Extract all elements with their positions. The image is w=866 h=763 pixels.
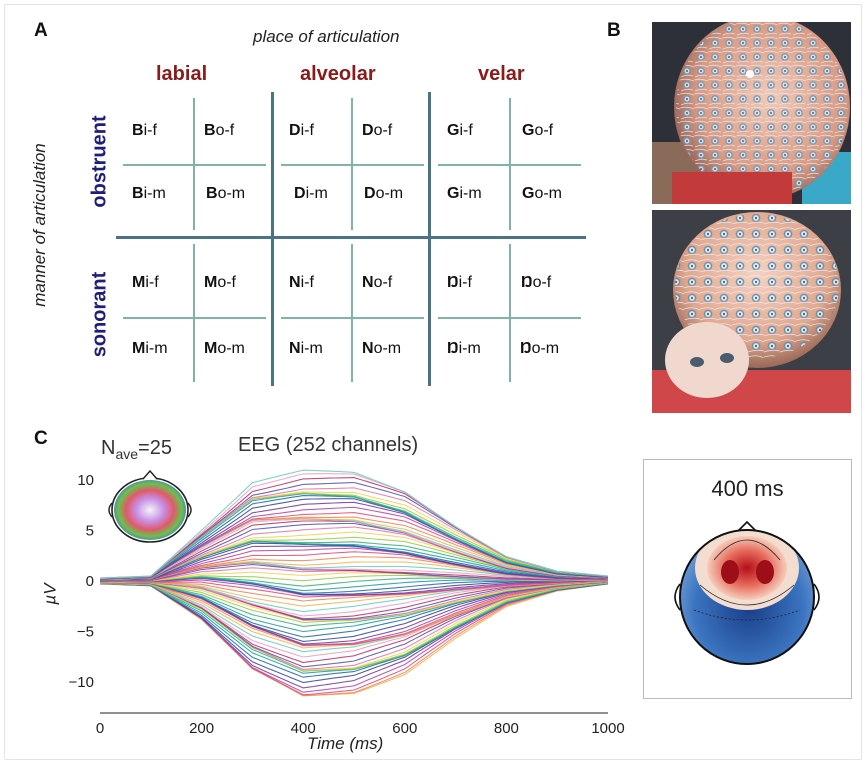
y-tick-label: 10 <box>77 472 94 489</box>
grid-line <box>438 317 581 319</box>
cell-mo-m: Mo-m <box>204 340 245 357</box>
cell-ngi-m: Ŋi-m <box>447 340 481 357</box>
cell-go-m: Go-m <box>522 185 563 202</box>
grid-line <box>438 164 581 166</box>
x-tick-label: 800 <box>494 720 519 737</box>
cell-do-m: Do-m <box>364 185 404 202</box>
cell-bi-f: Bi-f <box>132 122 157 139</box>
cell-ngo-m: Ŋo-m <box>520 340 560 357</box>
eeg-cap-photo-front <box>652 210 851 413</box>
cell-bo-f: Bo-f <box>204 122 235 139</box>
eeg-channel-line <box>99 582 609 674</box>
place-divider <box>271 92 274 386</box>
figure-frame <box>4 4 862 760</box>
eeg-butterfly-plot: 0 200 400 600 800 1000 10 5 0 −5 −10 <box>69 469 625 737</box>
eeg-channel-line <box>99 583 609 697</box>
y-tick-label: 0 <box>86 573 94 590</box>
grid-line <box>281 164 424 166</box>
y-tick-label: 5 <box>86 523 94 540</box>
eeg-channel-line <box>99 582 609 672</box>
manner-divider <box>116 236 586 239</box>
eeg-channel-line <box>99 469 609 579</box>
eeg-channel-line <box>100 541 609 581</box>
panel-label-c: C <box>34 428 48 449</box>
cell-do-f: Do-f <box>362 122 393 139</box>
grid-line <box>193 244 195 382</box>
cell-mi-f: Mi-f <box>132 274 159 291</box>
cell-no-f: No-f <box>362 274 393 291</box>
cell-no-m: No-m <box>362 340 402 357</box>
x-tick-label: 600 <box>392 720 417 737</box>
cell-go-f: Go-f <box>522 122 554 139</box>
axes-layer: 0 200 400 600 800 1000 10 5 0 −5 −10 <box>69 472 625 737</box>
chart-title: EEG (252 channels) <box>238 434 419 456</box>
x-axis-label: Time (ms) <box>307 734 384 753</box>
x-tick-label: 1000 <box>591 720 624 737</box>
grid-line <box>123 164 266 166</box>
cell-gi-m: Gi-m <box>447 185 482 202</box>
place-alveolar: alveolar <box>300 63 376 85</box>
x-tick-label: 400 <box>291 720 316 737</box>
eeg-channel-line <box>99 580 609 621</box>
cell-mi-m: Mi-m <box>132 340 168 357</box>
grid-line <box>123 317 266 319</box>
cell-ni-m: Ni-m <box>289 340 323 357</box>
cell-mo-f: Mo-f <box>204 274 236 291</box>
y-axis-label: µV <box>40 583 60 605</box>
nave-label: Nave=25 <box>101 437 172 462</box>
place-velar: velar <box>478 63 525 85</box>
cell-bi-m: Bi-m <box>132 185 166 202</box>
grid-line <box>509 244 511 382</box>
x-tick-label: 200 <box>189 720 214 737</box>
place-of-articulation-header: place of articulation <box>253 27 400 46</box>
topomap-time-label: 400 ms <box>711 476 784 501</box>
topomap-head <box>674 520 820 665</box>
eeg-channel-line <box>99 518 609 580</box>
eeg-cap-photo-back <box>652 22 851 204</box>
place-labial: labial <box>156 63 208 85</box>
eeg-channel-line <box>100 577 609 596</box>
grid-line <box>351 244 353 382</box>
panel-label-a: A <box>34 20 48 41</box>
cell-ngi-f: Ŋi-f <box>447 274 472 291</box>
y-tick-label: −10 <box>69 674 94 691</box>
cell-ni-f: Ni-f <box>289 274 314 291</box>
cell-di-f: Di-f <box>289 122 314 139</box>
panel-label-b: B <box>607 20 621 41</box>
x-tick-label: 0 <box>96 720 104 737</box>
eeg-channel-line <box>100 562 608 582</box>
cell-ngo-f: Ŋo-f <box>521 274 552 291</box>
eeg-channel-line <box>99 581 609 649</box>
cell-di-m: Di-m <box>294 185 328 202</box>
cell-gi-f: Gi-f <box>447 122 473 139</box>
series-layer <box>99 469 609 697</box>
place-divider <box>428 92 431 386</box>
y-tick-label: −5 <box>77 623 94 640</box>
cell-bo-m: Bo-m <box>206 185 246 202</box>
sensor-layout-inset <box>108 469 192 543</box>
eeg-channel-line <box>99 492 609 580</box>
topomap-panel: 400 ms <box>643 459 852 699</box>
eeg-channel-line <box>99 581 609 646</box>
grid-line <box>281 317 424 319</box>
